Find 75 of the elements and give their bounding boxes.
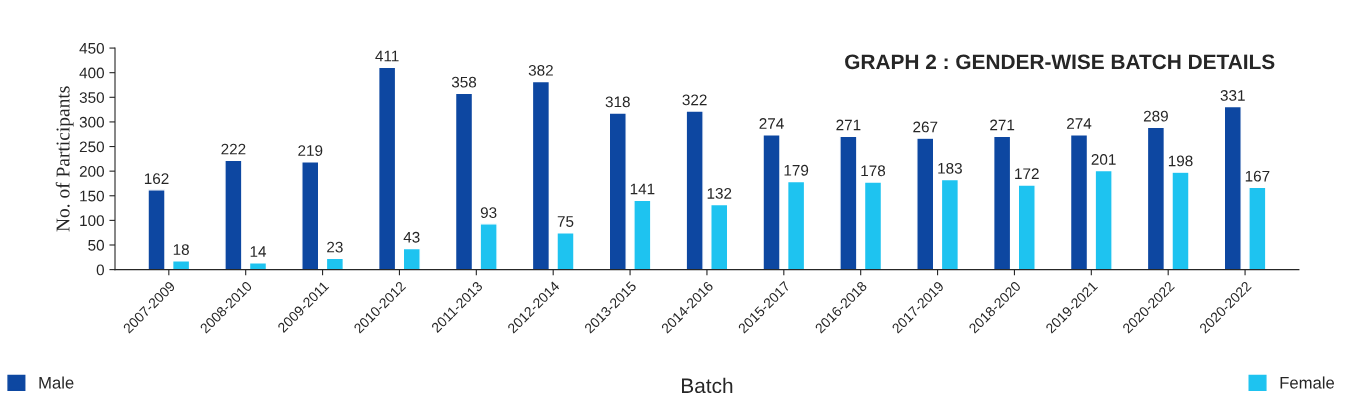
data-label: 132 [707, 188, 732, 199]
data-label: 75 [557, 216, 574, 227]
data-label: 289 [1143, 110, 1168, 122]
data-label: 183 [938, 162, 962, 174]
data-label: 222 [221, 143, 246, 155]
y-tick-label: 50 [88, 239, 104, 251]
y-tick-label: 0 [96, 264, 104, 276]
bar [479, 223, 498, 270]
data-label: 43 [403, 231, 420, 243]
data-label: 14 [250, 246, 267, 257]
bar [1017, 184, 1036, 270]
data-label: 318 [605, 96, 630, 108]
data-label: 219 [298, 145, 323, 156]
chart-title: GRAPH 2 : GENDER-WISE BATCH DETAILS [845, 54, 1275, 70]
data-label: 167 [1245, 170, 1270, 182]
data-label: 23 [327, 241, 343, 253]
data-label: 382 [528, 64, 553, 76]
bar [1069, 134, 1089, 270]
y-axis-title: No. of Participants [55, 86, 74, 232]
bar [1248, 186, 1267, 270]
bar [633, 199, 652, 270]
y-tick-label: 100 [80, 215, 104, 227]
bar [863, 181, 883, 270]
data-label: 274 [1067, 118, 1092, 129]
data-label: 178 [861, 165, 886, 177]
y-tick-label: 300 [79, 116, 104, 128]
bar [147, 189, 166, 270]
bar [531, 80, 551, 270]
data-label: 274 [759, 118, 784, 129]
bar [377, 66, 397, 270]
bar [224, 159, 243, 270]
y-tick-label: 450 [79, 42, 104, 54]
bar [325, 257, 345, 270]
bar [1171, 171, 1190, 270]
bar [992, 135, 1012, 270]
data-label: 162 [144, 173, 169, 185]
data-label: 358 [451, 76, 477, 88]
bar [786, 180, 806, 270]
legend-label: Female [1280, 376, 1335, 389]
bar [762, 134, 781, 270]
data-label: 271 [990, 119, 1015, 131]
bar [839, 135, 858, 270]
bar [1094, 169, 1113, 270]
data-label: 411 [375, 50, 399, 62]
data-label: 271 [836, 119, 861, 131]
data-label: 18 [173, 244, 189, 255]
bar [710, 203, 729, 270]
bar [1223, 105, 1242, 270]
bar [402, 247, 421, 270]
data-label: 201 [1091, 154, 1116, 165]
bar [1146, 126, 1166, 270]
bar [685, 110, 704, 270]
data-label: 331 [1220, 90, 1245, 101]
data-label: 172 [1015, 168, 1039, 179]
legend-label: Male [39, 376, 74, 389]
data-label: 141 [630, 183, 655, 195]
y-tick-label: 150 [80, 190, 104, 202]
y-tick-label: 200 [79, 166, 104, 177]
y-tick-label: 350 [79, 92, 104, 103]
bar [301, 161, 320, 270]
bar [171, 260, 191, 270]
data-label: 267 [913, 121, 938, 133]
bar [556, 231, 575, 270]
data-label: 322 [682, 94, 707, 106]
y-tick-label: 250 [79, 141, 104, 153]
x-axis-title: Batch [682, 377, 733, 394]
bar [608, 112, 627, 270]
bar [454, 92, 474, 270]
data-label: 198 [1168, 155, 1193, 167]
data-label: 93 [480, 207, 497, 219]
bar [940, 178, 960, 270]
y-tick-label: 400 [79, 67, 104, 79]
bar [248, 262, 268, 270]
bar [916, 137, 935, 270]
data-label: 179 [784, 164, 809, 176]
